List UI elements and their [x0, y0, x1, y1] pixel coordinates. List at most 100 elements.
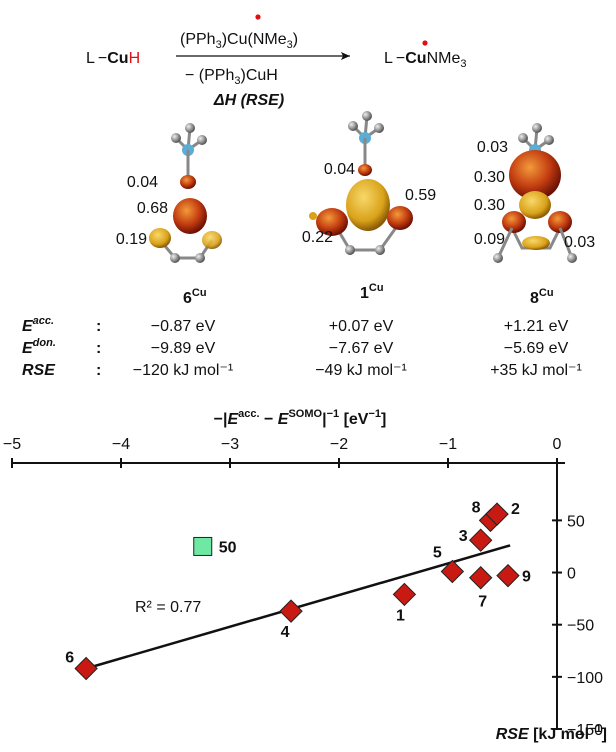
hydride: H [129, 50, 141, 67]
spin-density: 0.30 [474, 169, 505, 186]
part: −| [214, 411, 228, 428]
point-label: 3 [459, 528, 468, 545]
spin-density: 0.30 [474, 197, 505, 214]
reagent: (PPh3)Cu(NMe3) [180, 31, 298, 51]
spin-density: 0.04 [127, 174, 158, 191]
compound-number: 6 [183, 290, 192, 307]
sub: 3 [460, 58, 466, 70]
x-tick-label: 0 [553, 436, 562, 453]
spin-density: 0.19 [116, 231, 147, 248]
chart: −|Eacc. − ESOMO|−1 [eV−1] RSE [kJ mol−1]… [3, 408, 607, 743]
x-tick-label: −3 [221, 436, 239, 453]
y-tick-label: −150 [567, 722, 603, 739]
spin-density: 0.68 [137, 200, 168, 217]
point [470, 529, 492, 551]
x-tick-label: −1 [439, 436, 457, 453]
part: )Cu(NMe [222, 31, 287, 48]
sup: −1 [368, 408, 381, 420]
radical-dot [422, 40, 427, 45]
point-label: 8 [472, 499, 481, 516]
part: − [260, 411, 278, 428]
x-tick-label: −4 [112, 436, 130, 453]
point [470, 567, 492, 589]
separator: : [96, 340, 101, 357]
cell: −0.87 eV [151, 318, 216, 335]
cell: −49 kJ mol⁻¹ [315, 362, 407, 379]
spin-density: 0.04 [324, 161, 355, 178]
cell: −120 kJ mol⁻¹ [133, 362, 233, 379]
cell: −7.67 eV [329, 340, 394, 357]
spin-density: 0.03 [564, 234, 595, 251]
part: − (PPh [185, 67, 234, 84]
point-label: 7 [478, 594, 487, 611]
point [194, 537, 212, 555]
spin-density: 0.22 [302, 229, 333, 246]
part: RSE [496, 726, 530, 743]
sup: acc. [238, 408, 259, 420]
product: L−CuNMe3 [384, 50, 466, 70]
point-label: 1 [396, 607, 405, 624]
row-label: RSE [22, 362, 56, 379]
compound-sup: Cu [539, 287, 554, 299]
compound-number: 8 [530, 290, 539, 307]
point [280, 600, 302, 622]
row-label: Edon. [22, 337, 56, 357]
point-label: 2 [511, 501, 520, 518]
x-tick-label: −5 [3, 436, 21, 453]
compound-sup: Cu [369, 282, 384, 294]
figure: L−CuH (PPh3)Cu(NMe3) − (PPh3)CuH ΔH (RSE… [0, 0, 616, 747]
point [497, 565, 519, 587]
metal: Cu [405, 50, 426, 67]
cell: +35 kJ mol⁻¹ [490, 362, 582, 379]
point-label: 4 [281, 624, 290, 641]
cell: +0.07 eV [329, 318, 394, 335]
r-squared: R² = 0.77 [135, 599, 201, 616]
cell: −5.69 eV [504, 340, 569, 357]
point [393, 583, 415, 605]
y-tick-label: −100 [567, 670, 603, 687]
ligand: L [86, 50, 95, 67]
point-label: 50 [219, 539, 237, 556]
structure-6 [149, 123, 222, 263]
part: (PPh [180, 31, 216, 48]
separator: : [96, 362, 101, 379]
part: ] [381, 411, 386, 428]
x-axis-label: −|Eacc. − ESOMO|−1 [eV−1] [214, 408, 387, 428]
y-tick-label: 50 [567, 513, 585, 530]
y-tick-label: 0 [567, 566, 576, 583]
compound-label: 8Cu [530, 287, 554, 307]
table: Eacc.: −0.87 eV +0.07 eV +1.21 eV Edon.: −9.8… [22, 315, 582, 379]
compound-label: 1Cu [360, 282, 384, 302]
row-label-sup: acc. [33, 315, 54, 327]
cell: −9.89 eV [151, 340, 216, 357]
row-label: Eacc. [22, 315, 54, 335]
compound-sup: Cu [192, 287, 207, 299]
part: ) [293, 31, 298, 48]
sup: SOMO [288, 408, 322, 420]
ligand: L [384, 50, 393, 67]
row-label-main: RSE [22, 362, 56, 379]
spin-density: 0.09 [474, 231, 505, 248]
spin-density: 0.03 [477, 139, 508, 156]
radical-dot [255, 14, 260, 19]
part: )CuH [240, 67, 277, 84]
x-tick-label: −2 [330, 436, 348, 453]
bond: − [396, 50, 405, 67]
point-label: 6 [65, 649, 74, 666]
point [75, 657, 97, 679]
y-tick-label: −50 [567, 618, 594, 635]
row-label-sup: don. [33, 337, 56, 349]
compound-label: 6Cu [183, 287, 207, 307]
bond: − [98, 50, 107, 67]
compound-number: 1 [360, 285, 369, 302]
sup: −1 [327, 408, 340, 420]
part: [eV [339, 411, 369, 428]
byproduct: − (PPh3)CuH [185, 67, 278, 87]
spin-density: 0.59 [405, 187, 436, 204]
reactant: L−CuH [86, 50, 140, 67]
cell: +1.21 eV [504, 318, 569, 335]
metal: Cu [107, 50, 128, 67]
group: NMe [427, 50, 461, 67]
point-label: 5 [433, 544, 442, 561]
separator: : [96, 318, 101, 335]
